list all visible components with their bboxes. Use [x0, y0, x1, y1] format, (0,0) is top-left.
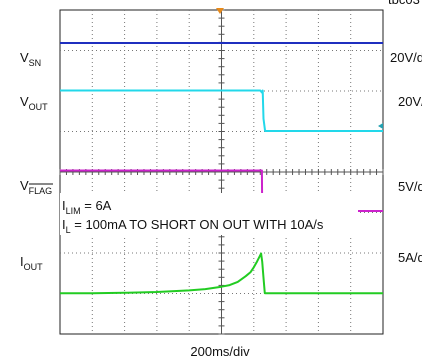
level-marker-icon [378, 123, 383, 129]
annotation-backdrop [60, 193, 358, 235]
channel-label-vout: VOUT [20, 94, 48, 112]
scale-label-ch1: 20V/div [390, 50, 422, 65]
scope-grid [59, 9, 384, 335]
channel-label-vsn: VSN [20, 50, 41, 68]
annotation-il: IL = 100mA TO SHORT ON OUT WITH 10A/s [62, 217, 324, 235]
scale-label-ch4: 5A/div [398, 250, 422, 265]
channel-label-vflag: VFLAG [20, 178, 52, 196]
trigger-marker-icon [216, 8, 224, 14]
x-axis-label: 200ms/div [190, 344, 250, 359]
channel-label-iout: IOUT [20, 254, 43, 272]
annotation-ilim: ILIM = 6A [62, 198, 112, 216]
scale-label-ch3: 5V/div [398, 179, 422, 194]
trace-vout [60, 89, 383, 132]
trace-iout [60, 252, 383, 295]
corner-label: tbc03 [388, 0, 420, 7]
scale-label-ch2: 20V/div [398, 94, 422, 109]
